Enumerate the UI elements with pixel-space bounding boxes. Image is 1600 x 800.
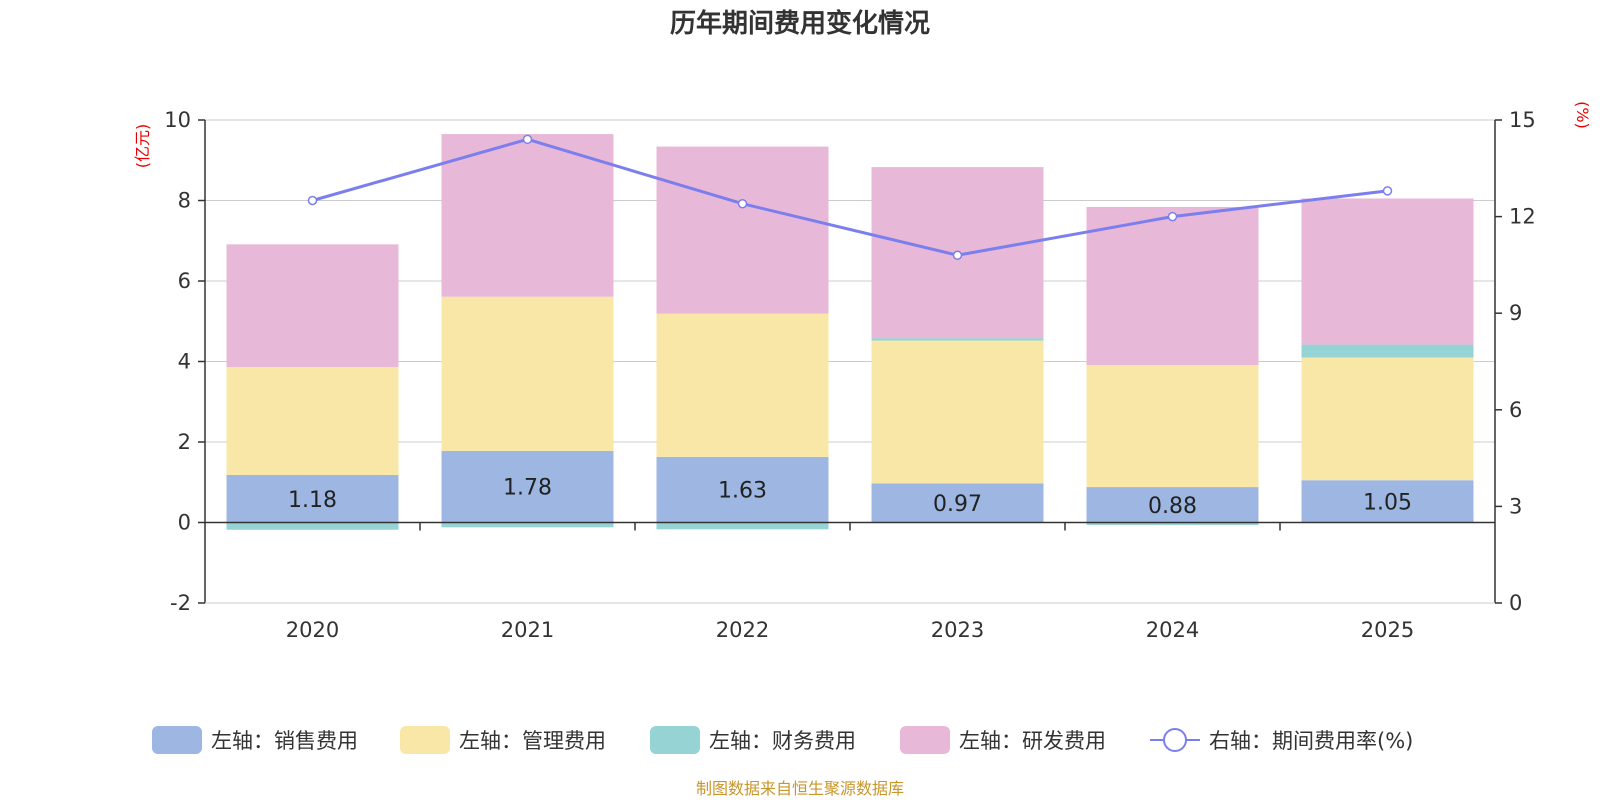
legend-swatch-0 bbox=[152, 726, 202, 754]
bars bbox=[226, 134, 1474, 530]
right-tick-label: 0 bbox=[1509, 591, 1522, 615]
rate-polyline bbox=[312, 137, 1388, 257]
axes bbox=[198, 119, 1502, 604]
rate-line bbox=[307, 134, 1393, 260]
x-tick-label: 2021 bbox=[501, 618, 554, 642]
bar-2-2020 bbox=[226, 522, 399, 530]
x-tick-label: 2020 bbox=[286, 618, 339, 642]
x-tick-label: 2022 bbox=[716, 618, 769, 642]
left-tick-label: 2 bbox=[178, 430, 191, 454]
bar-0-2023 bbox=[871, 483, 1044, 523]
bar-3-2024 bbox=[1086, 206, 1259, 366]
left-axis-unit: (亿元) bbox=[133, 124, 152, 169]
rate-point-2020 bbox=[307, 195, 318, 206]
bar-0-2022 bbox=[656, 456, 829, 523]
rate-point-2024 bbox=[1167, 211, 1178, 222]
right-tick-label: 6 bbox=[1509, 398, 1522, 422]
data-labels: 1.18 1.78 1.63 0.97 0.88 1.05 bbox=[288, 476, 1412, 519]
tick-labels: -2 0 2 4 6 8 10 0 3 6 9 12 15 2020 2021 2022 2023 2024 202… bbox=[164, 108, 1535, 642]
left-tick-label: 4 bbox=[178, 350, 191, 374]
bar-2-2024 bbox=[1086, 522, 1259, 525]
bar-2-2022 bbox=[656, 522, 829, 530]
left-tick-label: -2 bbox=[170, 591, 191, 615]
bar-1-2020 bbox=[226, 367, 399, 476]
legend-swatch-3 bbox=[900, 726, 950, 754]
right-tick-label: 3 bbox=[1509, 494, 1522, 518]
right-axis-unit: (%) bbox=[1573, 101, 1592, 129]
left-tick-label: 10 bbox=[164, 108, 191, 132]
bar-1-2023 bbox=[871, 340, 1044, 484]
legend: 左轴：销售费用 左轴：管理费用 左轴：财务费用 左轴：研发费用 右轴：期间费用率(%) bbox=[152, 726, 1413, 754]
legend-swatch-2 bbox=[650, 726, 700, 754]
x-tick-label: 2023 bbox=[931, 618, 984, 642]
bar-3-2022 bbox=[656, 146, 829, 314]
rate-point-2025 bbox=[1382, 186, 1393, 196]
x-tick-label: 2024 bbox=[1146, 618, 1199, 642]
right-tick-label: 15 bbox=[1509, 108, 1536, 132]
bar-2-2021 bbox=[441, 522, 614, 528]
bar-1-2021 bbox=[441, 296, 614, 451]
data-label: 1.63 bbox=[718, 479, 767, 504]
left-tick-label: 8 bbox=[178, 189, 191, 213]
data-label: 1.05 bbox=[1363, 490, 1412, 515]
chart-title: 历年期间费用变化情况 bbox=[670, 8, 930, 39]
source-note: 制图数据来自恒生聚源数据库 bbox=[696, 779, 904, 798]
legend-label-3: 左轴：研发费用 bbox=[959, 729, 1106, 753]
left-tick-label: 6 bbox=[178, 269, 191, 293]
bar-0-2020 bbox=[226, 475, 399, 523]
bar-2-2023 bbox=[871, 338, 1044, 341]
bar-0-2024 bbox=[1086, 487, 1259, 523]
legend-label-4: 右轴：期间费用率(%) bbox=[1209, 729, 1413, 753]
legend-label-2: 左轴：财务费用 bbox=[709, 729, 856, 753]
x-tick-label: 2025 bbox=[1361, 618, 1414, 642]
bar-1-2022 bbox=[656, 313, 829, 457]
bar-0-2021 bbox=[441, 450, 614, 523]
left-tick-label: 0 bbox=[178, 511, 191, 535]
bar-3-2021 bbox=[441, 134, 614, 297]
legend-swatch-1 bbox=[400, 726, 450, 754]
data-label: 1.78 bbox=[503, 476, 552, 501]
bar-1-2025 bbox=[1301, 357, 1474, 481]
data-label: 0.88 bbox=[1148, 494, 1197, 519]
legend-label-1: 左轴：管理费用 bbox=[459, 729, 606, 753]
rate-point-2021 bbox=[522, 134, 533, 145]
legend-marker bbox=[1163, 728, 1187, 752]
legend-label-0: 左轴：销售费用 bbox=[211, 729, 358, 753]
bar-2-2025 bbox=[1301, 344, 1474, 358]
rate-point-2023 bbox=[952, 250, 963, 260]
bar-3-2025 bbox=[1301, 198, 1474, 345]
bar-1-2024 bbox=[1086, 365, 1259, 488]
data-label: 0.97 bbox=[933, 492, 982, 517]
right-tick-label: 12 bbox=[1509, 205, 1536, 229]
bar-3-2020 bbox=[226, 244, 399, 368]
rate-point-2022 bbox=[737, 198, 748, 209]
right-tick-label: 9 bbox=[1509, 301, 1522, 325]
data-label: 1.18 bbox=[288, 488, 337, 513]
bar-0-2025 bbox=[1301, 480, 1474, 523]
